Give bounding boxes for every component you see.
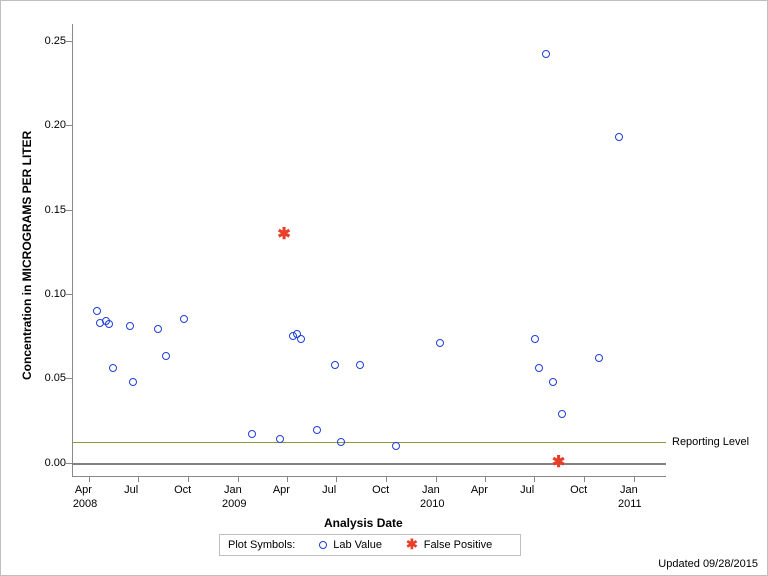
legend-false-positive-label: False Positive: [424, 539, 492, 551]
x-axis-line: [72, 476, 666, 477]
x-tick-year: 2008: [73, 498, 97, 510]
lab-value-point: [154, 325, 162, 333]
lab-value-point: [595, 354, 603, 362]
y-tick-label: 0.25: [36, 35, 66, 47]
y-tick-label: 0.05: [36, 372, 66, 384]
lab-value-point: [531, 335, 539, 343]
x-tick: [238, 476, 239, 482]
x-tick-year: 2010: [420, 498, 444, 510]
reference-line: [72, 463, 666, 465]
lab-value-point: [180, 315, 188, 323]
plot-area: [72, 24, 666, 476]
x-tick-label: Jan: [422, 484, 440, 496]
lab-value-point: [248, 430, 256, 438]
x-tick: [436, 476, 437, 482]
legend-title: Plot Symbols:: [228, 539, 295, 551]
x-tick-label: Apr: [75, 484, 92, 496]
lab-value-point: [129, 378, 137, 386]
lab-value-point: [313, 426, 321, 434]
lab-value-point: [162, 352, 170, 360]
x-tick-year: 2011: [618, 498, 642, 510]
x-tick-label: Jan: [224, 484, 242, 496]
updated-text: Updated 09/28/2015: [658, 558, 758, 570]
x-tick: [188, 476, 189, 482]
lab-value-point: [542, 50, 550, 58]
lab-value-point: [535, 364, 543, 372]
x-tick-label: Jan: [620, 484, 638, 496]
lab-value-point: [392, 442, 400, 450]
y-tick: [66, 210, 72, 211]
false-positive-point: ✱: [552, 459, 565, 467]
lab-value-point: [105, 320, 113, 328]
y-tick: [66, 378, 72, 379]
y-tick: [66, 294, 72, 295]
lab-value-point: [356, 361, 364, 369]
x-tick: [534, 476, 535, 482]
x-tick-label: Oct: [372, 484, 389, 496]
y-tick: [66, 41, 72, 42]
legend-false-positive-icon: ✱: [406, 540, 418, 548]
lab-value-point: [615, 133, 623, 141]
legend-lab-value-label: Lab Value: [333, 539, 382, 551]
lab-value-point: [126, 322, 134, 330]
false-positive-point: ✱: [277, 231, 290, 239]
lab-value-point: [558, 410, 566, 418]
lab-value-point: [276, 435, 284, 443]
lab-value-point: [436, 339, 444, 347]
x-axis-title: Analysis Date: [324, 516, 403, 530]
x-tick-label: Jul: [124, 484, 138, 496]
lab-value-point: [93, 307, 101, 315]
y-tick-label: 0.10: [36, 288, 66, 300]
x-tick-label: Apr: [273, 484, 290, 496]
x-tick-label: Jul: [520, 484, 534, 496]
y-axis-line: [72, 24, 73, 476]
x-tick: [485, 476, 486, 482]
x-tick: [386, 476, 387, 482]
lab-value-point: [297, 335, 305, 343]
x-tick-label: Oct: [174, 484, 191, 496]
x-tick: [584, 476, 585, 482]
reference-line-label: Reporting Level: [672, 436, 749, 448]
x-tick-year: 2009: [222, 498, 246, 510]
x-tick-label: Apr: [471, 484, 488, 496]
y-tick-label: 0.20: [36, 119, 66, 131]
x-tick: [634, 476, 635, 482]
x-tick: [336, 476, 337, 482]
lab-value-point: [549, 378, 557, 386]
x-tick-label: Jul: [322, 484, 336, 496]
lab-value-point: [331, 361, 339, 369]
y-tick: [66, 125, 72, 126]
y-tick-label: 0.00: [36, 457, 66, 469]
x-tick: [138, 476, 139, 482]
legend: Plot Symbols: Lab Value ✱ False Positive: [219, 534, 521, 556]
lab-value-point: [337, 438, 345, 446]
x-tick: [89, 476, 90, 482]
y-tick-label: 0.15: [36, 204, 66, 216]
y-axis-title: Concentration in MICROGRAMS PER LITER: [20, 131, 34, 380]
reference-line: [72, 442, 666, 443]
x-tick: [287, 476, 288, 482]
legend-lab-value-icon: [319, 541, 327, 549]
lab-value-point: [109, 364, 117, 372]
x-tick-label: Oct: [570, 484, 587, 496]
